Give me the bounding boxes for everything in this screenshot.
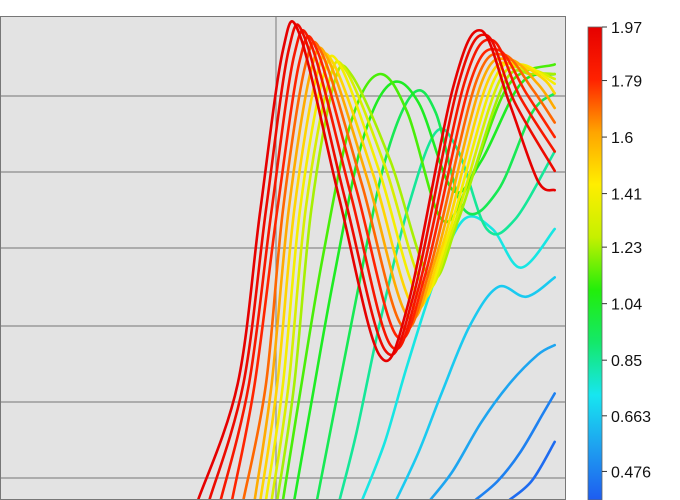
series-line (264, 54, 556, 500)
series-line (259, 52, 556, 500)
color-bar-tick-label: 1.79 (611, 74, 642, 91)
series-line (315, 89, 556, 500)
series-line (242, 40, 556, 500)
series-line (428, 343, 556, 500)
series-line (208, 23, 556, 500)
series-line (394, 276, 556, 500)
series-group (196, 20, 556, 500)
color-bar-tick-label: 1.97 (611, 20, 642, 37)
color-bar-tick-label: 1.6 (611, 130, 633, 147)
series-line (253, 46, 556, 500)
color-bar (587, 26, 603, 500)
series-line (270, 60, 556, 500)
series-line (196, 20, 556, 500)
series-line (230, 35, 556, 500)
color-bar-tick-label: 1.04 (611, 297, 642, 314)
color-bar-tick-label: 1.23 (611, 240, 642, 257)
color-bar-tick-label: 0.85 (611, 353, 642, 370)
color-bar-tick-label: 1.41 (611, 187, 642, 204)
color-bar-tick-label: 0.663 (611, 409, 651, 426)
color-bar-tick-label: 0.476 (611, 464, 651, 481)
series-line (508, 440, 556, 500)
series-line (219, 29, 556, 500)
series-line (338, 127, 556, 500)
series-line (474, 392, 556, 500)
